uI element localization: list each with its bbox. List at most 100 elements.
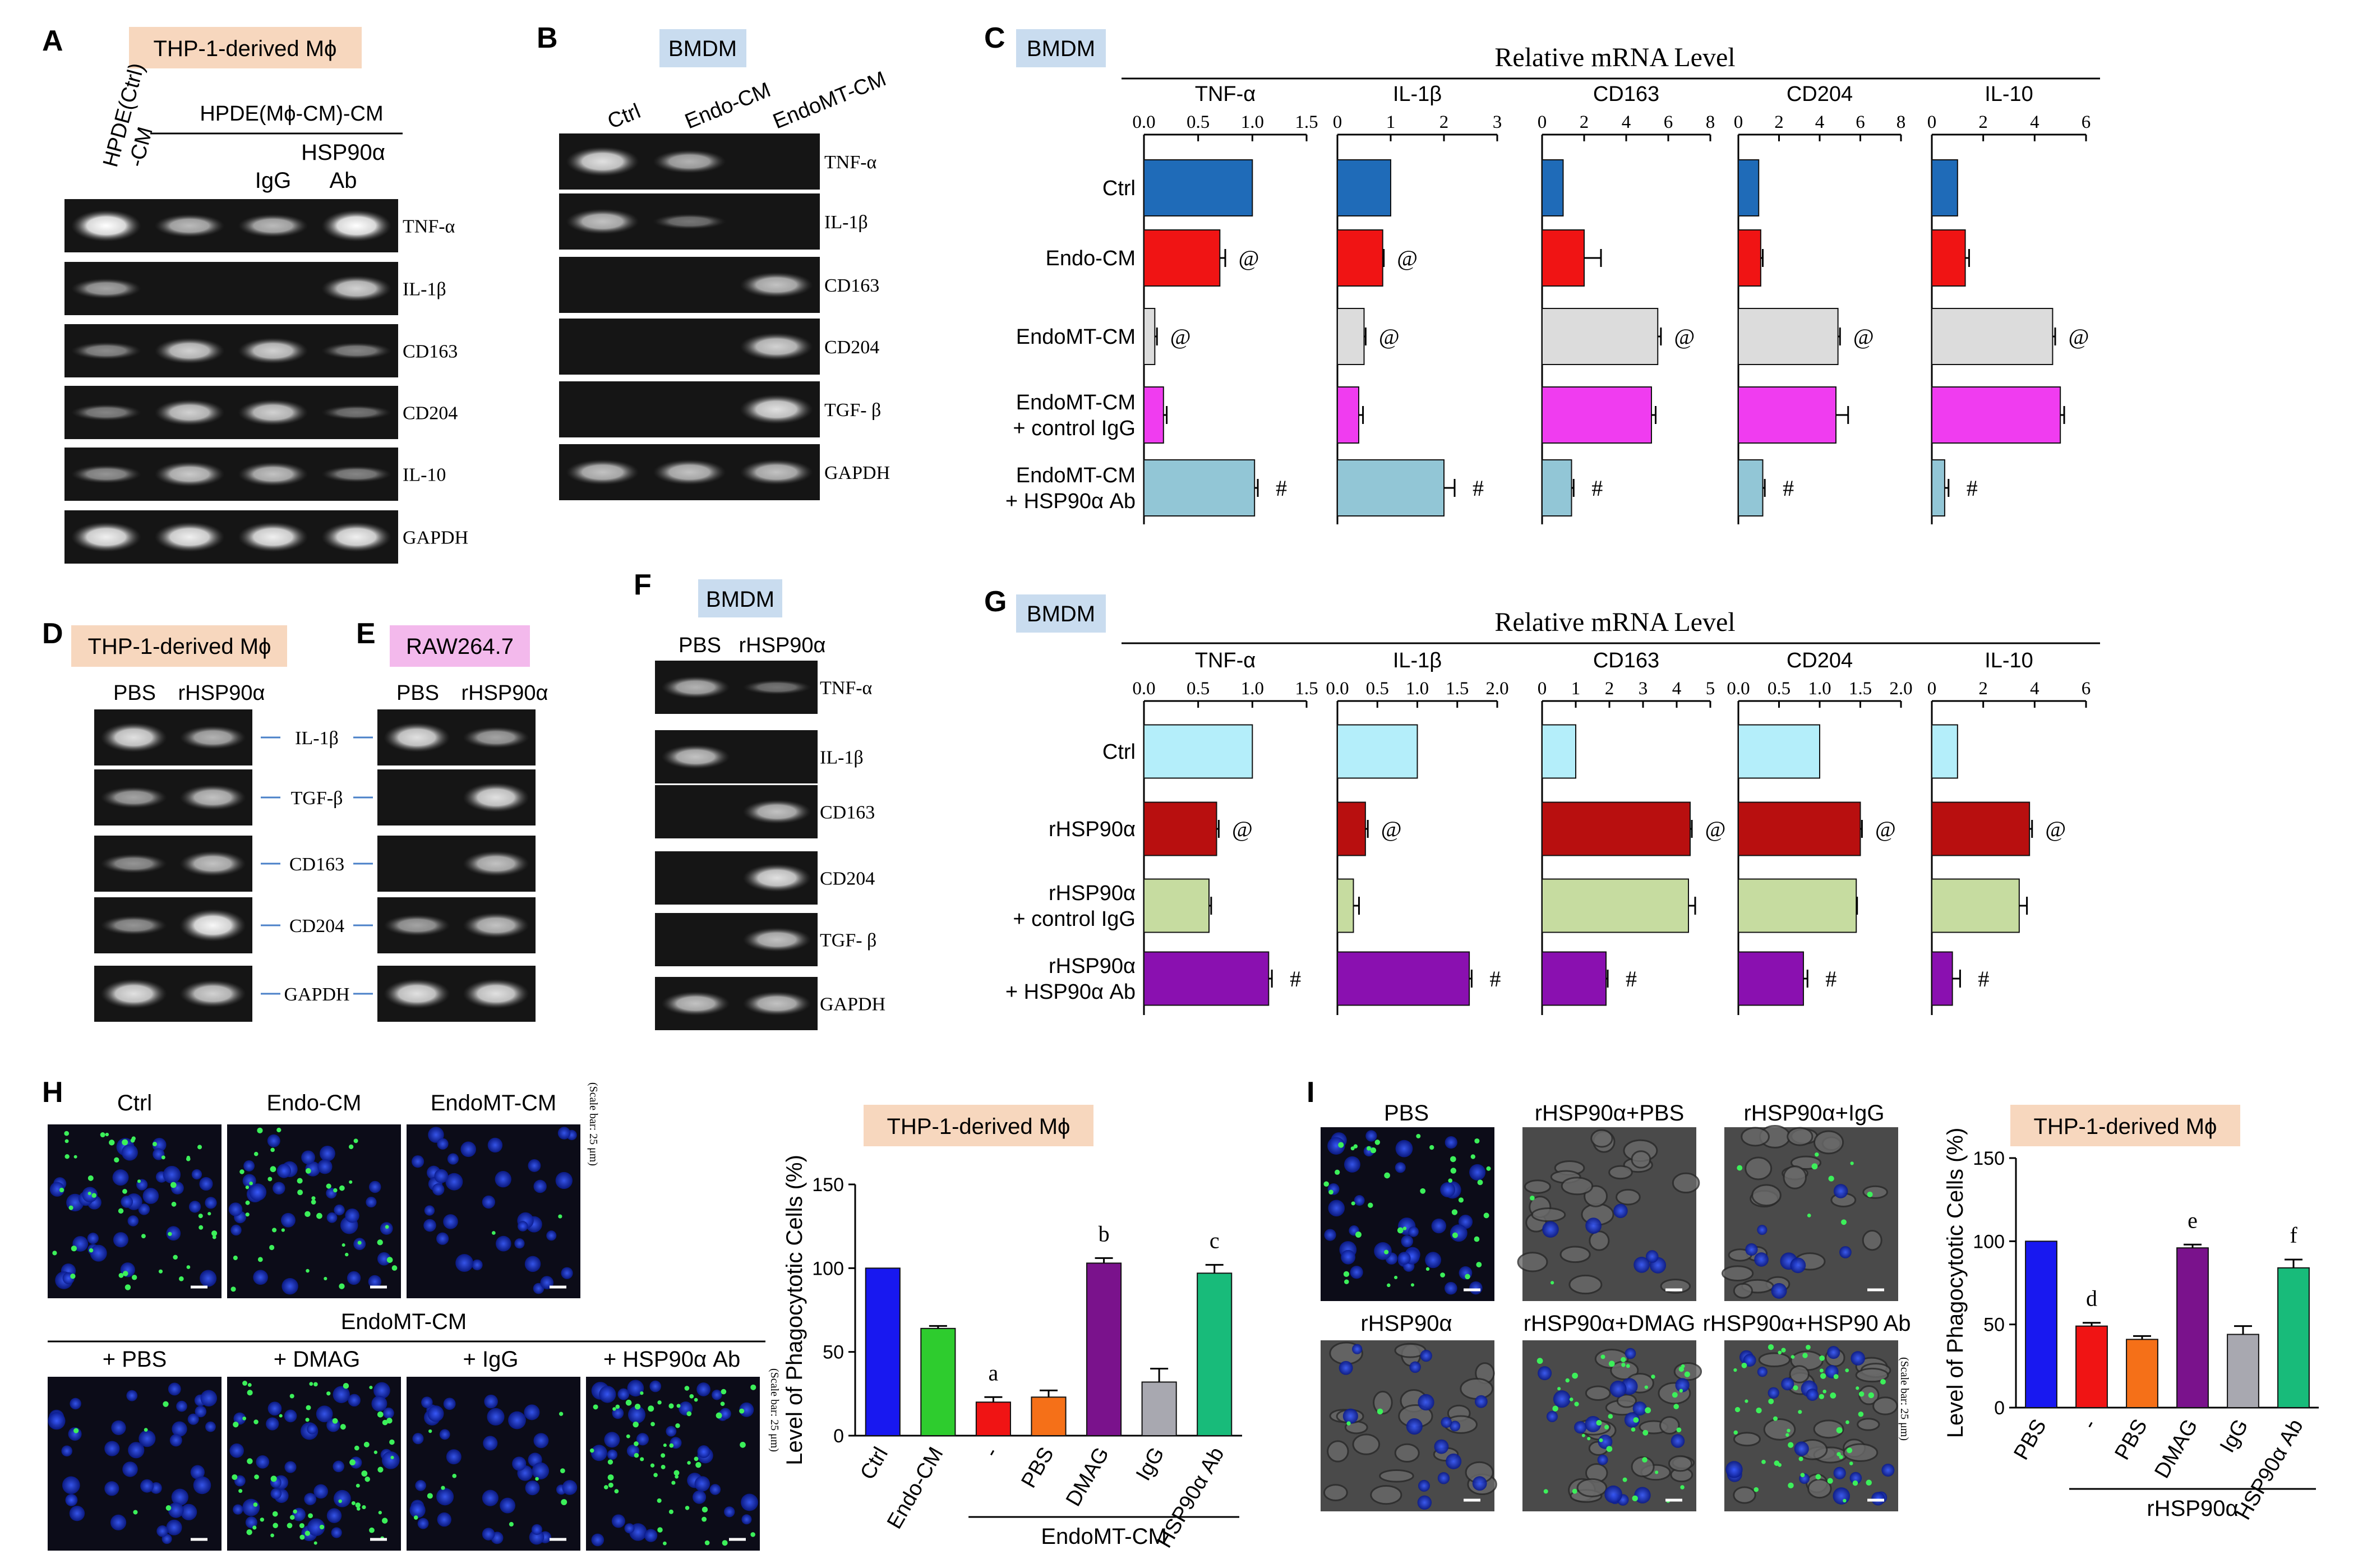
phagocytosed-particle xyxy=(614,1489,619,1494)
nucleus xyxy=(1754,1252,1769,1267)
phagocytosed-particle xyxy=(1394,1275,1398,1280)
bar xyxy=(1542,308,1659,365)
phagocytosed-particle xyxy=(267,1177,273,1182)
row-label: + HSP90α Ab xyxy=(1005,490,1136,513)
phagocytosed-particle xyxy=(1569,1398,1573,1401)
nucleus xyxy=(242,1498,260,1516)
phagocytosed-particle xyxy=(305,1418,310,1422)
cell-outline xyxy=(1783,1165,1807,1189)
nucleus xyxy=(709,1484,721,1495)
nucleus xyxy=(273,1182,285,1195)
nucleus xyxy=(1354,1195,1365,1206)
tick-label: 4 xyxy=(1622,112,1631,132)
tag-bg xyxy=(659,29,746,67)
phagocytosed-particle xyxy=(382,1419,388,1426)
phagocytosed-particle xyxy=(1606,1446,1613,1452)
subchart-title: IL-10 xyxy=(1985,82,2033,106)
phagocytosed-particle xyxy=(1344,1279,1349,1284)
panel-letter-g: G xyxy=(984,585,1007,618)
tag-bg xyxy=(698,579,782,617)
phagocytosed-particle xyxy=(1384,1172,1390,1179)
bar xyxy=(1086,1262,1122,1436)
gel-band xyxy=(661,676,730,699)
lane-label: HSP90α xyxy=(301,140,385,165)
nucleus xyxy=(1745,1243,1758,1256)
nucleus xyxy=(1725,1461,1743,1478)
phagocytosed-particle xyxy=(247,1383,252,1387)
gene-label: IL-1β xyxy=(403,279,446,300)
phagocytosed-particle xyxy=(71,1246,77,1252)
tick-label: 2 xyxy=(1774,112,1784,132)
cell-outline xyxy=(1631,1456,1655,1478)
micrographs-i xyxy=(1321,1125,1898,1511)
phagocytosed-particle xyxy=(306,1405,311,1410)
nucleus xyxy=(524,1404,540,1421)
cell-outline xyxy=(1576,1478,1608,1497)
phagocytosed-particle xyxy=(661,1465,666,1469)
cell-outline xyxy=(1813,1419,1844,1439)
phagocytosed-particle xyxy=(1684,1371,1690,1377)
bar xyxy=(1738,386,1836,444)
nucleus xyxy=(1597,1454,1608,1465)
nucleus xyxy=(436,1488,454,1506)
image-label: + IgG xyxy=(463,1347,519,1372)
bar xyxy=(1143,951,1270,1006)
phagocytosed-particle xyxy=(615,1404,620,1409)
cell-type-tag: THP-1-derived Mϕ xyxy=(887,1114,1070,1139)
nucleus xyxy=(532,1462,550,1480)
gene-label: IL-1β xyxy=(295,728,339,749)
phagocytosed-particle xyxy=(702,1506,708,1512)
tick-label: 0.5 xyxy=(1187,679,1210,699)
nucleus xyxy=(741,1514,752,1525)
nucleus xyxy=(169,1434,182,1447)
nucleus xyxy=(561,1267,573,1279)
cell-outline xyxy=(1733,1486,1756,1504)
nucleus xyxy=(409,1502,426,1518)
phagocytosed-particle xyxy=(657,1400,662,1405)
gene-label: CD163 xyxy=(820,803,875,823)
phagocytosed-particle xyxy=(1788,1482,1794,1489)
nucleus xyxy=(417,1518,429,1529)
nucleus xyxy=(139,1430,156,1447)
phagocytosed-particle xyxy=(657,1527,663,1533)
nucleus xyxy=(245,1516,257,1529)
bar xyxy=(1542,801,1691,856)
subchart-title: CD204 xyxy=(1787,649,1853,672)
gel-band xyxy=(740,394,813,425)
cell-outline xyxy=(1590,1129,1613,1148)
tick-label: 2.0 xyxy=(1485,679,1508,699)
tick-label: 150 xyxy=(1973,1148,2005,1169)
nucleus xyxy=(1624,1412,1640,1428)
significance-letter: d xyxy=(2086,1286,2097,1311)
bar xyxy=(1542,459,1572,516)
phagocytosed-particle xyxy=(1335,1169,1340,1175)
nucleus xyxy=(1771,1283,1787,1299)
phagocytosed-particle xyxy=(1565,1378,1570,1383)
subchart-title: CD163 xyxy=(1593,649,1659,672)
phagocytosed-particle xyxy=(357,1240,362,1245)
phagocytosed-particle xyxy=(385,1225,389,1229)
phagocytosed-particle xyxy=(1811,1163,1818,1170)
phagocytosed-particle xyxy=(1773,1416,1778,1421)
nucleus xyxy=(428,1127,444,1143)
panel-c: C BMDM Relative mRNA Level Ctrl Endo-CM En… xyxy=(984,22,2100,524)
phagocytosed-particle xyxy=(381,1518,388,1524)
cell-outline xyxy=(1733,1283,1753,1299)
phagocytosed-particle xyxy=(377,1239,383,1246)
phagocytosed-particle xyxy=(1845,1368,1849,1373)
bar xyxy=(1542,229,1585,287)
bar xyxy=(2227,1334,2259,1408)
panel-g: G BMDM Relative mRNA Level Ctrl rHSP90α rH… xyxy=(984,585,2100,1015)
gel-band xyxy=(653,214,726,229)
gene-label: TNF-α xyxy=(403,216,455,237)
phagocytosed-particle xyxy=(198,1214,203,1219)
phagocytosed-particle xyxy=(254,1474,259,1479)
phagocytosed-particle xyxy=(1843,1498,1847,1503)
cell-outline xyxy=(1608,1165,1633,1180)
nucleus xyxy=(140,1479,154,1493)
bar xyxy=(2075,1325,2108,1408)
phagocytosed-particle xyxy=(64,1131,70,1136)
phagocytosed-particle xyxy=(122,1139,128,1146)
gene-label: GAPDH xyxy=(284,984,349,1005)
significance-letter: b xyxy=(1099,1221,1110,1246)
